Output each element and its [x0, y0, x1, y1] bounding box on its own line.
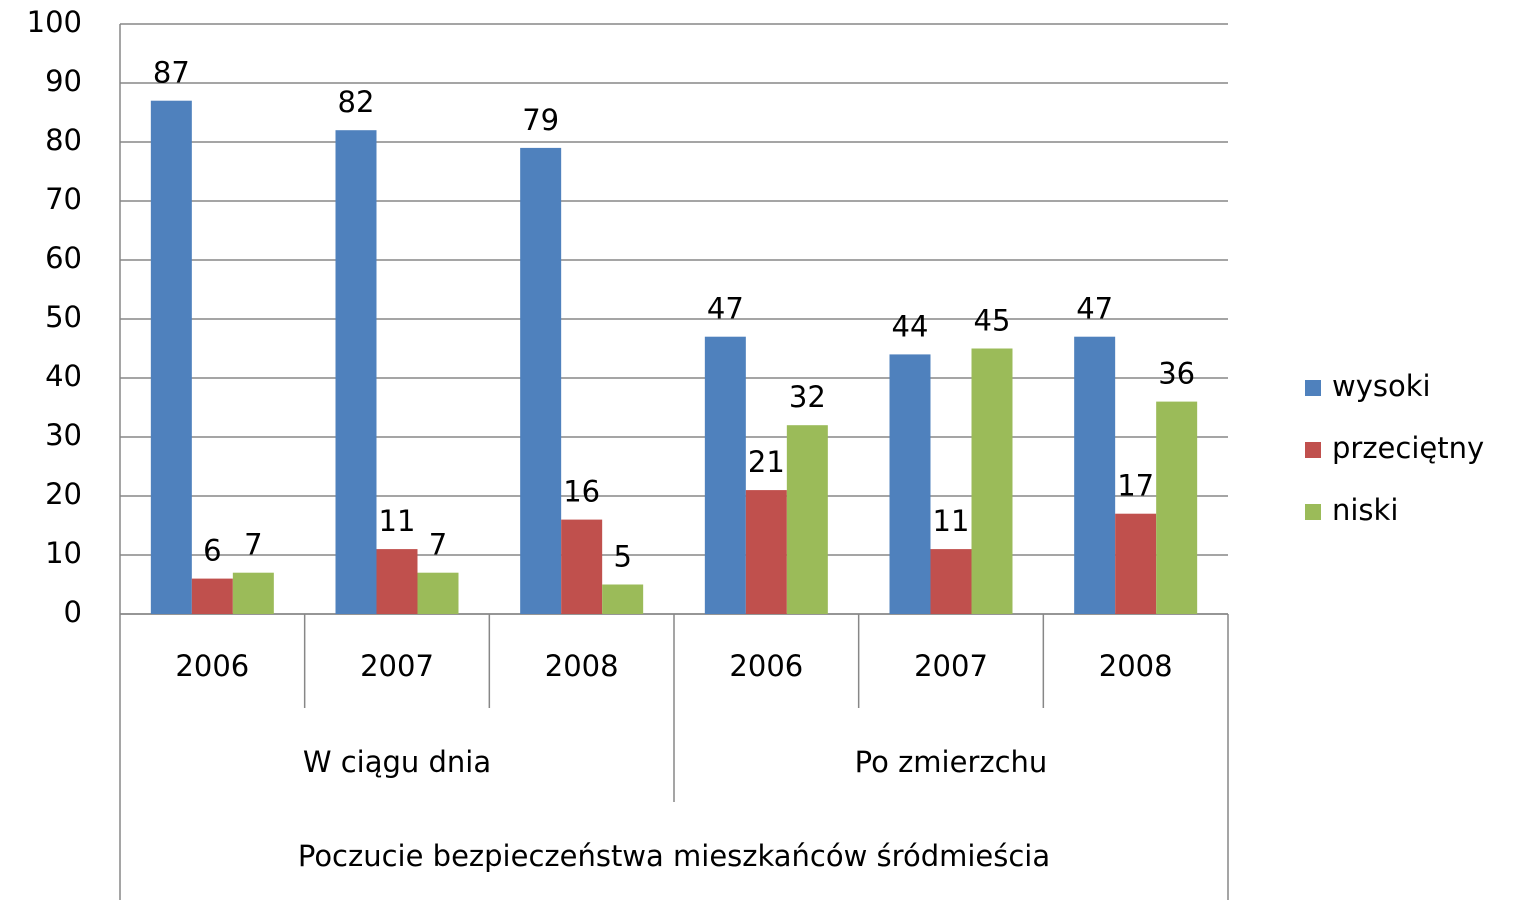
bar — [889, 354, 931, 614]
bar — [232, 572, 274, 614]
bar — [1156, 401, 1198, 614]
data-label: 7 — [429, 528, 447, 562]
data-label: 32 — [789, 380, 826, 414]
legend-swatch — [1305, 504, 1321, 520]
y-tick-label: 80 — [45, 123, 82, 157]
bar — [786, 425, 828, 614]
data-label: 79 — [522, 103, 559, 137]
legend-label: niski — [1332, 493, 1398, 527]
bar — [1074, 336, 1116, 614]
bar — [745, 490, 787, 614]
y-tick-label: 30 — [45, 418, 82, 452]
data-label: 87 — [153, 56, 190, 90]
bar — [1115, 513, 1157, 614]
data-label: 5 — [613, 540, 631, 574]
legend-label: przeciętny — [1332, 431, 1484, 465]
y-tick-label: 20 — [45, 477, 82, 511]
y-tick-label: 100 — [27, 5, 82, 39]
legend-swatch — [1305, 442, 1321, 458]
x-tick-label: 2006 — [175, 649, 249, 683]
data-label: 6 — [203, 534, 221, 568]
y-tick-label: 10 — [45, 536, 82, 570]
legend-swatch — [1305, 380, 1321, 396]
data-label: 45 — [974, 304, 1011, 338]
group-label: Po zmierzchu — [855, 745, 1048, 779]
data-label: 82 — [338, 85, 375, 119]
bar — [335, 130, 377, 614]
x-axis-title: Poczucie bezpieczeństwa mieszkańców śród… — [298, 839, 1050, 873]
y-tick-label: 60 — [45, 241, 82, 275]
data-label: 47 — [707, 292, 744, 326]
data-label: 36 — [1158, 357, 1195, 391]
data-label: 7 — [244, 528, 262, 562]
bar — [417, 572, 459, 614]
bar — [561, 519, 603, 614]
data-label: 44 — [892, 309, 929, 343]
bar — [520, 147, 562, 614]
bar — [602, 584, 644, 614]
bar — [704, 336, 746, 614]
data-label: 47 — [1076, 292, 1113, 326]
bar — [150, 100, 192, 614]
bar — [191, 578, 233, 614]
y-tick-label: 70 — [45, 182, 82, 216]
x-tick-label: 2007 — [360, 649, 434, 683]
bar — [376, 549, 418, 614]
bar — [930, 549, 972, 614]
group-label: W ciągu dnia — [303, 745, 491, 779]
x-tick-label: 2008 — [545, 649, 619, 683]
data-label: 21 — [748, 445, 785, 479]
bar — [971, 348, 1013, 614]
data-label: 11 — [933, 504, 970, 538]
data-label: 16 — [563, 475, 600, 509]
x-tick-label: 2008 — [1099, 649, 1173, 683]
y-tick-label: 50 — [45, 300, 82, 334]
legend-label: wysoki — [1332, 369, 1431, 403]
data-label: 17 — [1117, 469, 1154, 503]
x-tick-label: 2007 — [914, 649, 988, 683]
data-label: 11 — [379, 504, 416, 538]
y-tick-label: 40 — [45, 359, 82, 393]
x-tick-label: 2006 — [729, 649, 803, 683]
y-tick-label: 90 — [45, 64, 82, 98]
y-tick-label: 0 — [64, 595, 82, 629]
